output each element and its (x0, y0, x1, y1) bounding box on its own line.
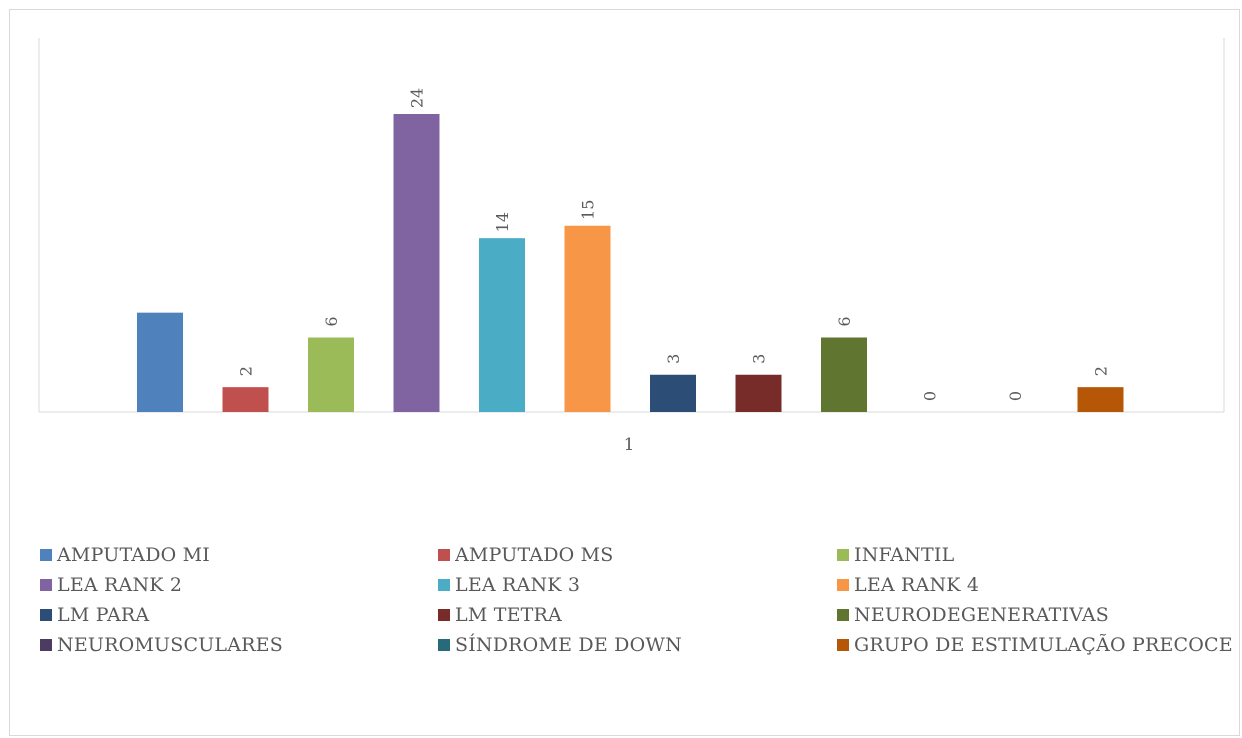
legend-label: LEA RANK 4 (854, 574, 979, 596)
data-label: 6 (835, 316, 854, 326)
legend-label: NEURODEGENERATIVAS (854, 604, 1109, 626)
x-category-label: 1 (624, 435, 635, 455)
legend-swatch (837, 579, 849, 591)
plot-area (39, 38, 1224, 412)
legend-swatch (40, 639, 52, 651)
legend-item: LEA RANK 3 (438, 574, 580, 596)
legend-swatch (40, 549, 52, 561)
legend-swatch (837, 639, 849, 651)
legend-label: SÍNDROME DE DOWN (455, 634, 682, 656)
legend-label: LM TETRA (455, 604, 562, 626)
legend-label: LEA RANK 2 (57, 574, 182, 596)
bar (394, 114, 440, 412)
legend-label: GRUPO DE ESTIMULAÇÃO PRECOCE (854, 634, 1233, 656)
legend-item: GRUPO DE ESTIMULAÇÃO PRECOCE (837, 634, 1233, 656)
legend-swatch (438, 579, 450, 591)
data-label: 15 (579, 200, 598, 220)
legend-item: INFANTIL (837, 544, 954, 566)
legend-label: AMPUTADO MI (57, 544, 210, 566)
legend-swatch (837, 549, 849, 561)
data-label: 3 (664, 354, 683, 364)
data-label: 6 (322, 316, 341, 326)
legend-label: LM PARA (57, 604, 149, 626)
bar (650, 375, 696, 412)
legend-item: NEUROMUSCULARES (40, 634, 283, 656)
bar (736, 375, 782, 412)
legend-item: SÍNDROME DE DOWN (438, 634, 682, 656)
legend-item: LEA RANK 4 (837, 574, 979, 596)
legend-label: INFANTIL (854, 544, 954, 566)
legend-item: LM TETRA (438, 604, 562, 626)
legend-label: LEA RANK 3 (455, 574, 580, 596)
bar (223, 387, 269, 412)
legend-item: LEA RANK 2 (40, 574, 182, 596)
legend-label: AMPUTADO MS (455, 544, 614, 566)
bar (479, 238, 525, 412)
data-label: 2 (1092, 366, 1111, 376)
legend-swatch (438, 549, 450, 561)
legend-item: AMPUTADO MI (40, 544, 210, 566)
legend-item: LM PARA (40, 604, 149, 626)
legend-swatch (40, 579, 52, 591)
bar (308, 338, 354, 413)
legend-swatch (438, 639, 450, 651)
legend-item: NEURODEGENERATIVAS (837, 604, 1109, 626)
data-label: 0 (1006, 391, 1025, 401)
legend-swatch (40, 609, 52, 621)
bar-chart: 2 6 24 14 15 3 3 6 0 0 2 1 (0, 0, 1242, 540)
bar (137, 313, 183, 412)
data-label: 0 (921, 391, 940, 401)
bar (821, 338, 867, 413)
legend-label: NEUROMUSCULARES (57, 634, 283, 656)
data-label: 2 (237, 366, 256, 376)
legend-swatch (837, 609, 849, 621)
data-label: 24 (408, 88, 427, 108)
data-label: 14 (493, 212, 512, 232)
legend-swatch (438, 609, 450, 621)
data-label: 3 (750, 354, 769, 364)
bar (1078, 387, 1124, 412)
legend-item: AMPUTADO MS (438, 544, 614, 566)
bar (565, 226, 611, 412)
